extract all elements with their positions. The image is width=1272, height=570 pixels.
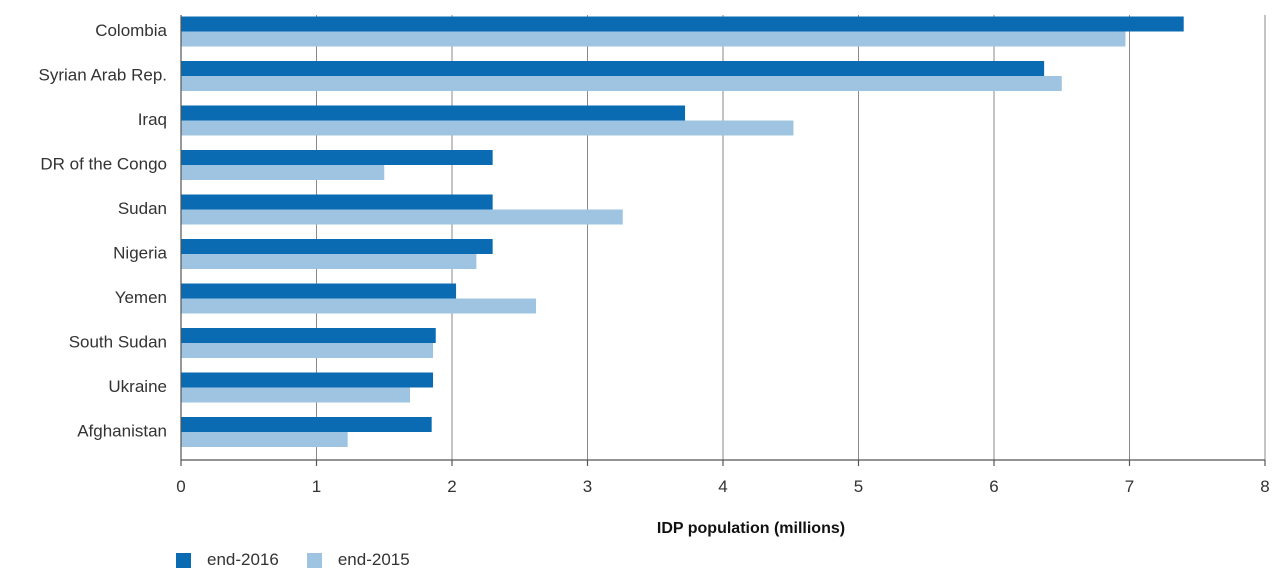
x-tick-label-2: 2: [447, 477, 456, 496]
category-labels: Colombia Syrian Arab Rep. Iraq DR of the Co…: [38, 21, 167, 441]
bar-south-sudan-end-2015: [181, 343, 434, 358]
x-axis-title: IDP population (millions): [657, 520, 845, 537]
category-label-afghanistan: Afghanistan: [77, 421, 167, 440]
category-label-sudan: Sudan: [118, 199, 167, 218]
bar-ukraine-end-2016: [181, 372, 434, 388]
bar-south-sudan-end-2016: [181, 328, 436, 343]
bar-afghanistan-end-2015: [181, 432, 348, 447]
x-tick-label-5: 5: [854, 477, 863, 496]
x-tick-label-7: 7: [1125, 477, 1134, 496]
legend-item-end-2015: end-2015: [306, 550, 410, 570]
category-label-syrian-arab-rep: Syrian Arab Rep.: [38, 65, 167, 84]
bars: [181, 16, 1184, 447]
x-tick-label-8: 8: [1260, 477, 1269, 496]
bar-colombia-end-2015: [181, 31, 1126, 47]
category-label-ukraine: Ukraine: [108, 377, 167, 396]
legend-swatch-end-2015: [306, 552, 322, 568]
legend-swatch-end-2016: [176, 552, 191, 568]
bar-sudan-end-2015: [181, 209, 623, 225]
bar-dr-of-the-congo-end-2016: [181, 150, 493, 165]
axes: [180, 15, 1266, 466]
x-tick-label-4: 4: [718, 477, 727, 496]
bar-nigeria-end-2015: [181, 254, 477, 269]
bar-afghanistan-end-2016: [181, 417, 432, 432]
bar-chart: Colombia Syrian Arab Rep. Iraq DR of the Co…: [38, 15, 1270, 537]
bar-nigeria-end-2016: [181, 239, 493, 254]
category-label-nigeria: Nigeria: [113, 243, 167, 262]
bar-dr-of-the-congo-end-2015: [181, 165, 385, 180]
legend: end-2016 end-2015: [176, 550, 438, 570]
x-tick-label-6: 6: [989, 477, 998, 496]
bar-ukraine-end-2015: [181, 387, 410, 403]
bar-syrian-arab-rep-end-2016: [181, 61, 1045, 76]
legend-label-end-2015: end-2015: [337, 550, 410, 569]
legend-label-end-2016: end-2016: [207, 550, 279, 569]
category-label-south-sudan: South Sudan: [69, 332, 167, 351]
category-label-colombia: Colombia: [95, 21, 167, 40]
bar-yemen-end-2016: [181, 283, 457, 299]
x-tick-label-0: 0: [176, 477, 185, 496]
x-tick-label-1: 1: [312, 477, 321, 496]
legend-item-end-2016: end-2016: [176, 550, 279, 570]
bar-iraq-end-2016: [181, 105, 686, 121]
bar-yemen-end-2015: [181, 298, 537, 314]
bar-iraq-end-2015: [181, 120, 794, 136]
bar-syrian-arab-rep-end-2015: [181, 76, 1062, 91]
x-tick-label-3: 3: [583, 477, 592, 496]
tick-labels: 0 1 2 3 4 5 6 7 8: [176, 477, 1269, 496]
bar-sudan-end-2016: [181, 194, 493, 210]
category-label-dr-of-the-congo: DR of the Congo: [40, 154, 167, 173]
bar-colombia-end-2016: [181, 16, 1184, 32]
category-label-yemen: Yemen: [115, 288, 167, 307]
category-label-iraq: Iraq: [138, 110, 167, 129]
